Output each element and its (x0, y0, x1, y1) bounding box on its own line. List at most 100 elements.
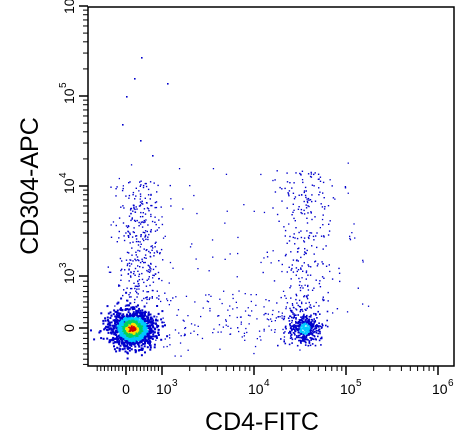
data-point (145, 182, 147, 185)
data-point (126, 340, 129, 343)
data-point (291, 322, 293, 324)
data-point (297, 208, 300, 210)
data-point (291, 319, 293, 322)
data-point (141, 202, 143, 204)
data-point (139, 193, 142, 195)
data-point (292, 236, 294, 239)
data-point (122, 341, 125, 344)
data-point (311, 318, 313, 321)
data-point (197, 334, 199, 336)
data-point (141, 336, 144, 339)
data-point (263, 211, 266, 214)
data-point (225, 324, 227, 326)
data-point (305, 271, 308, 274)
data-point (134, 198, 136, 200)
data-point (328, 264, 330, 266)
data-point (302, 270, 304, 272)
data-point (299, 339, 301, 342)
data-point (307, 264, 309, 266)
data-point (140, 341, 143, 344)
data-point (127, 308, 130, 311)
data-point (307, 173, 310, 175)
data-point (133, 204, 135, 207)
data-point (117, 337, 120, 340)
data-point (140, 243, 142, 245)
data-point (331, 185, 333, 187)
data-point (329, 179, 331, 181)
data-point (112, 313, 115, 316)
data-point (286, 207, 288, 209)
data-point (292, 328, 295, 330)
data-point (143, 325, 146, 328)
data-point (154, 322, 157, 325)
data-point (240, 321, 242, 323)
data-point (117, 329, 120, 332)
data-point (151, 245, 153, 247)
data-point (304, 326, 306, 329)
data-point (290, 326, 292, 329)
data-point (178, 168, 181, 170)
data-point (291, 326, 293, 328)
data-point (155, 201, 158, 203)
data-point (308, 205, 310, 208)
data-point (301, 337, 303, 339)
data-point (321, 276, 324, 278)
data-point (314, 216, 316, 218)
data-point (126, 332, 128, 335)
data-point (151, 220, 154, 223)
data-point (137, 259, 139, 261)
data-point (120, 206, 122, 208)
data-point (145, 257, 147, 259)
data-point (307, 274, 309, 276)
data-point (126, 343, 129, 346)
data-point (282, 318, 285, 321)
data-point (145, 238, 147, 240)
data-point (182, 319, 184, 321)
data-point (122, 328, 125, 331)
data-point (126, 308, 129, 310)
data-point (288, 195, 290, 197)
data-point (300, 326, 302, 328)
data-point (300, 332, 303, 335)
data-point (134, 337, 137, 340)
data-point (310, 314, 312, 317)
data-point (157, 331, 160, 334)
data-point (305, 317, 308, 320)
data-point (137, 344, 140, 347)
data-point (147, 208, 150, 210)
data-point (303, 328, 306, 331)
data-point (309, 175, 312, 178)
data-point (301, 170, 304, 172)
data-point (109, 339, 112, 342)
data-point (134, 318, 137, 320)
data-point (134, 211, 137, 213)
data-point (106, 337, 109, 340)
data-point (316, 232, 318, 234)
data-point (310, 171, 312, 174)
data-point (299, 329, 301, 331)
data-point (289, 182, 291, 184)
data-point (143, 311, 146, 314)
data-point (156, 319, 159, 322)
data-point (135, 254, 137, 256)
data-point (162, 259, 164, 261)
data-point (297, 336, 299, 339)
data-point (304, 340, 306, 343)
data-point (222, 326, 224, 328)
data-point (311, 200, 313, 203)
y-tick-exponent: 5 (58, 82, 69, 88)
data-point (295, 267, 298, 269)
data-point (144, 328, 147, 331)
data-point (276, 302, 278, 304)
data-point (303, 296, 305, 298)
data-point (129, 329, 132, 332)
data-point (300, 230, 302, 232)
data-point (142, 326, 145, 329)
data-point (200, 315, 202, 318)
data-point (294, 196, 297, 198)
data-point (322, 296, 324, 298)
data-point (274, 191, 277, 193)
data-point (189, 185, 191, 187)
data-point (240, 323, 242, 325)
data-point (143, 248, 145, 250)
